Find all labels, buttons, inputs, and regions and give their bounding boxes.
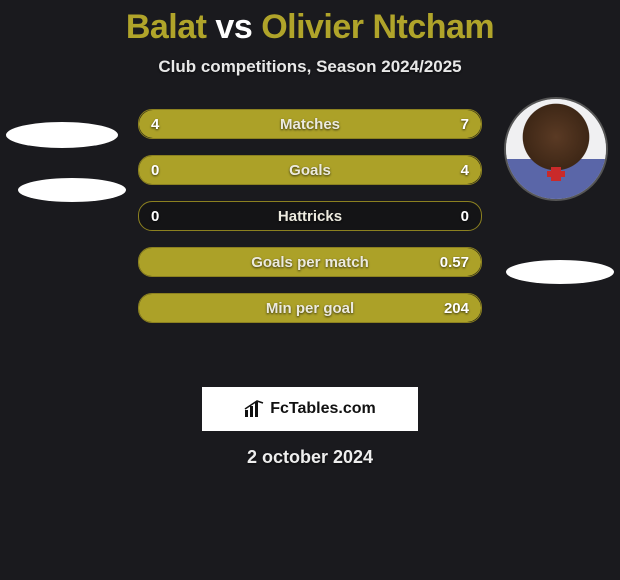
stat-label: Hattricks [139, 202, 481, 230]
decorative-ellipse [18, 178, 126, 202]
stat-row-min-per-goal: Min per goal 204 [138, 293, 482, 323]
decorative-ellipse [506, 260, 614, 284]
stat-label: Goals per match [139, 248, 481, 276]
stat-label: Matches [139, 110, 481, 138]
player2-avatar [504, 97, 608, 201]
comparison-stage: 4 Matches 7 0 Goals 4 0 Hattricks 0 Goal… [0, 109, 620, 369]
player1-name: Balat [126, 8, 207, 46]
stat-value-right: 4 [461, 156, 469, 184]
stat-value-right: 0 [461, 202, 469, 230]
stat-value-right: 204 [444, 294, 469, 322]
stat-row-goals: 0 Goals 4 [138, 155, 482, 185]
bars-icon [244, 400, 264, 418]
avatar-face-placeholder [506, 99, 606, 199]
stat-value-right: 7 [461, 110, 469, 138]
decorative-ellipse [6, 122, 118, 148]
stat-label: Min per goal [139, 294, 481, 322]
stat-row-hattricks: 0 Hattricks 0 [138, 201, 482, 231]
page-title: Balat vs Olivier Ntcham [0, 0, 620, 47]
stat-row-matches: 4 Matches 7 [138, 109, 482, 139]
brand-badge: FcTables.com [202, 387, 418, 431]
date-label: 2 october 2024 [0, 447, 620, 468]
vs-label: vs [215, 8, 252, 46]
avatar-jersey-cross-icon [551, 167, 561, 181]
stat-label: Goals [139, 156, 481, 184]
brand-name: FcTables.com [270, 400, 376, 418]
stats-bars: 4 Matches 7 0 Goals 4 0 Hattricks 0 Goal… [138, 109, 482, 339]
subtitle: Club competitions, Season 2024/2025 [0, 57, 620, 77]
player2-name: Olivier Ntcham [261, 8, 494, 46]
stat-value-right: 0.57 [440, 248, 469, 276]
stat-row-goals-per-match: Goals per match 0.57 [138, 247, 482, 277]
